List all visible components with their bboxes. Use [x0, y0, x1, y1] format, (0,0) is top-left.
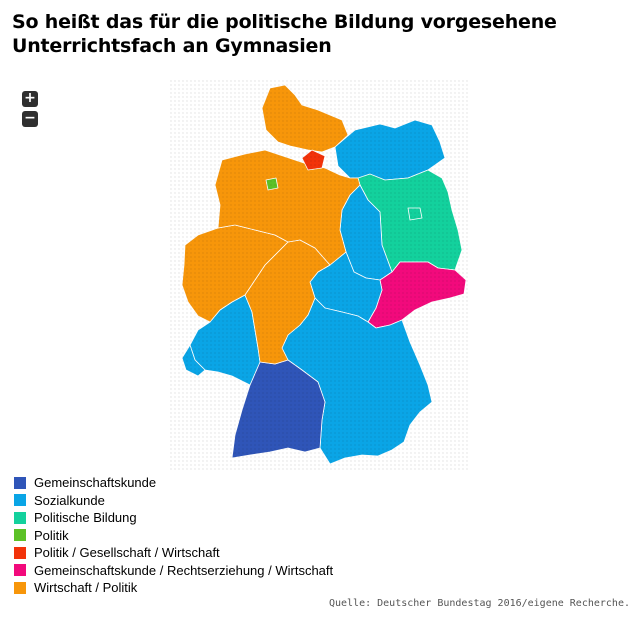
- legend-label: Politik / Gesellschaft / Wirtschaft: [34, 545, 220, 561]
- legend-item: Gemeinschaftskunde: [14, 474, 333, 492]
- germany-map: [170, 80, 470, 470]
- legend-label: Wirtschaft / Politik: [34, 580, 138, 596]
- legend-label: Sozialkunde: [34, 492, 105, 508]
- legend-item: Wirtschaft / Politik: [14, 579, 333, 597]
- state-bremen[interactable]: [265, 177, 279, 191]
- legend-swatch: [14, 494, 26, 507]
- map-title: So heißt das für die politische Bildung …: [12, 11, 557, 57]
- legend-label: Politische Bildung: [34, 510, 137, 526]
- legend-item: Politik: [14, 527, 333, 545]
- legend-swatch: [14, 564, 26, 577]
- legend-item: Gemeinschaftskunde / Rechtserziehung / W…: [14, 562, 333, 580]
- state-schleswig-holstein[interactable]: [261, 84, 349, 153]
- legend-swatch: [14, 511, 26, 524]
- legend-item: Politik / Gesellschaft / Wirtschaft: [14, 544, 333, 562]
- legend-swatch: [14, 546, 26, 559]
- source-note: Quelle: Deutscher Bundestag 2016/eigene …: [328, 598, 630, 609]
- legend: Gemeinschaftskunde Sozialkunde Politisch…: [14, 474, 333, 597]
- legend-item: Sozialkunde: [14, 492, 333, 510]
- legend-swatch: [14, 581, 26, 594]
- state-berlin[interactable]: [407, 207, 423, 221]
- legend-label: Politik: [34, 527, 69, 543]
- legend-swatch: [14, 476, 26, 489]
- legend-item: Politische Bildung: [14, 509, 333, 527]
- legend-label: Gemeinschaftskunde / Rechtserziehung / W…: [34, 562, 334, 578]
- zoom-in-button[interactable]: +: [22, 91, 38, 107]
- zoom-out-button[interactable]: −: [22, 111, 38, 127]
- legend-swatch: [14, 529, 26, 542]
- legend-label: Gemeinschaftskunde: [34, 475, 157, 491]
